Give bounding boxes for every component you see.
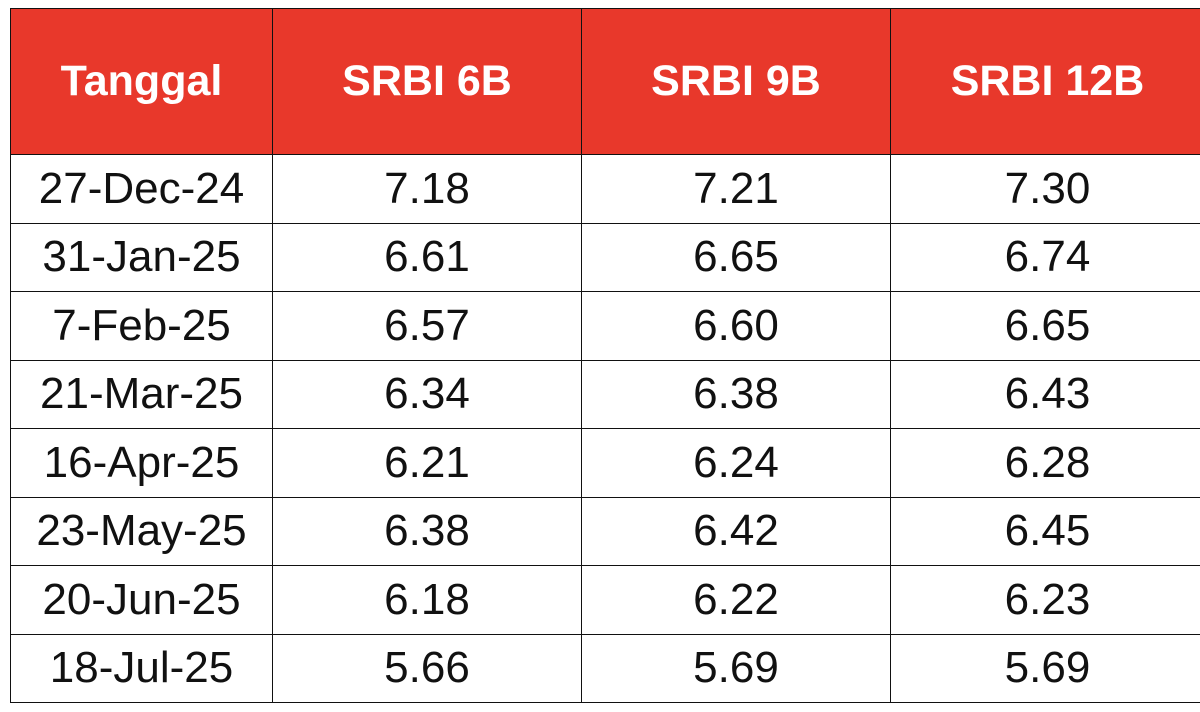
srbi-6b-cell: 6.57 [272,291,582,361]
srbi-12b-cell: 6.74 [890,222,1200,292]
table-row: 16-Apr-25 6.21 6.24 6.28 [10,428,1200,498]
srbi-9b-cell: 6.24 [581,428,891,498]
table-row: 18-Jul-25 5.66 5.69 5.69 [10,633,1200,703]
date-cell: 20-Jun-25 [10,565,273,635]
srbi-12b-cell: 6.23 [890,565,1200,635]
table-header: Tanggal SRBI 6B SRBI 9B SRBI 12B [10,8,1200,155]
header-row: Tanggal SRBI 6B SRBI 9B SRBI 12B [10,8,1200,155]
srbi-12b-cell: 6.65 [890,291,1200,361]
srbi-6b-cell: 6.21 [272,428,582,498]
srbi-9b-cell: 6.60 [581,291,891,361]
date-cell: 16-Apr-25 [10,428,273,498]
srbi-6b-cell: 6.38 [272,496,582,566]
srbi-6b-cell: 6.34 [272,359,582,429]
date-cell: 21-Mar-25 [10,359,273,429]
date-cell: 31-Jan-25 [10,222,273,292]
srbi-9b-cell: 6.42 [581,496,891,566]
header-tanggal: Tanggal [10,8,273,155]
table-row: 23-May-25 6.38 6.42 6.45 [10,496,1200,566]
date-cell: 23-May-25 [10,496,273,566]
table-row: 31-Jan-25 6.61 6.65 6.74 [10,222,1200,292]
header-srbi-9b: SRBI 9B [581,8,891,155]
srbi-6b-cell: 6.61 [272,222,582,292]
srbi-9b-cell: 5.69 [581,633,891,703]
table-row: 21-Mar-25 6.34 6.38 6.43 [10,359,1200,429]
date-cell: 18-Jul-25 [10,633,273,703]
srbi-9b-cell: 6.38 [581,359,891,429]
header-srbi-6b: SRBI 6B [272,8,582,155]
header-srbi-12b: SRBI 12B [890,8,1200,155]
date-cell: 7-Feb-25 [10,291,273,361]
srbi-12b-cell: 7.30 [890,154,1200,224]
srbi-9b-cell: 6.65 [581,222,891,292]
srbi-12b-cell: 6.43 [890,359,1200,429]
srbi-12b-cell: 6.45 [890,496,1200,566]
srbi-6b-cell: 6.18 [272,565,582,635]
table-row: 27-Dec-24 7.18 7.21 7.30 [10,154,1200,224]
srbi-12b-cell: 5.69 [890,633,1200,703]
srbi-9b-cell: 6.22 [581,565,891,635]
table-row: 20-Jun-25 6.18 6.22 6.23 [10,565,1200,635]
srbi-6b-cell: 5.66 [272,633,582,703]
table-row: 7-Feb-25 6.57 6.60 6.65 [10,291,1200,361]
date-cell: 27-Dec-24 [10,154,273,224]
srbi-rate-table: Tanggal SRBI 6B SRBI 9B SRBI 12B 27-Dec-… [10,8,1200,703]
table-body: 27-Dec-24 7.18 7.21 7.30 31-Jan-25 6.61 6.65 6.… [10,154,1200,703]
srbi-6b-cell: 7.18 [272,154,582,224]
srbi-12b-cell: 6.28 [890,428,1200,498]
srbi-9b-cell: 7.21 [581,154,891,224]
